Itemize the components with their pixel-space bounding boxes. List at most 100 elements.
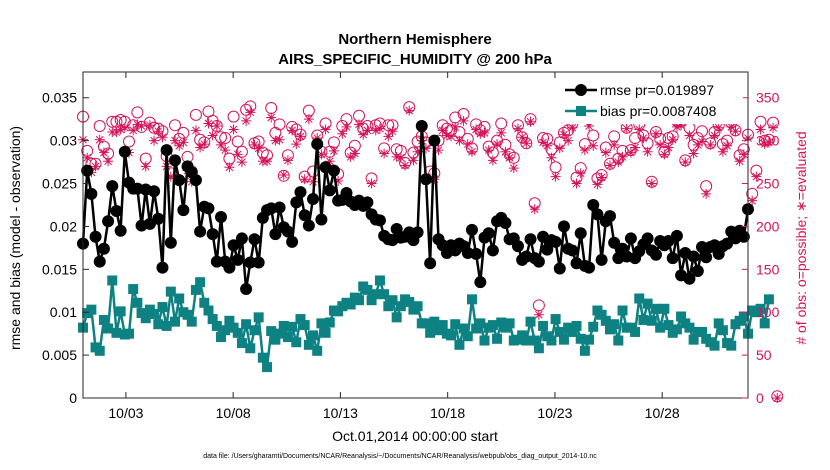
obs-evaluated-point xyxy=(575,168,586,179)
obs-evaluated-point xyxy=(98,147,109,158)
obs-evaluated-point xyxy=(701,188,712,199)
y2-tick-label: 50 xyxy=(756,347,772,363)
obs-evaluated-point xyxy=(282,155,293,166)
rmse-point xyxy=(102,215,115,228)
bias-point xyxy=(224,315,235,326)
rmse-point xyxy=(695,241,708,254)
obs-evaluated-point xyxy=(471,124,482,135)
obs-evaluated-point xyxy=(203,118,214,129)
obs-evaluated-point xyxy=(600,147,611,158)
bias-point xyxy=(199,297,210,308)
obs-evaluated-point xyxy=(295,131,306,142)
obs-evaluated-point xyxy=(165,171,176,182)
bias-point xyxy=(588,321,599,332)
obs-evaluated-point xyxy=(320,124,331,135)
obs-evaluated-point xyxy=(291,139,302,150)
bias-point xyxy=(190,284,201,295)
rmse-point xyxy=(290,196,303,209)
obs-evaluated-point xyxy=(554,143,565,154)
rmse-point xyxy=(587,198,600,211)
obs-possible-point xyxy=(219,132,232,145)
obs-evaluated-point xyxy=(584,121,595,132)
obs-evaluated-point xyxy=(705,139,716,150)
obs-evaluated-point xyxy=(525,116,536,127)
obs-evaluated-point xyxy=(437,125,448,136)
obs-evaluated-point xyxy=(312,133,323,144)
bias-point xyxy=(333,306,344,317)
bias-point xyxy=(111,327,122,338)
bias-point xyxy=(278,320,289,331)
bias-point xyxy=(157,302,168,313)
bias-point xyxy=(630,326,641,337)
bias-point xyxy=(287,321,298,332)
rmse-point xyxy=(110,204,123,217)
rmse-point xyxy=(114,224,127,237)
bias-point xyxy=(182,309,193,320)
obs-evaluated-point xyxy=(487,155,498,166)
rmse-point xyxy=(177,204,190,217)
bias-point xyxy=(186,316,197,327)
obs-evaluated-point xyxy=(579,145,590,156)
bias-point xyxy=(617,305,628,316)
rmse-point xyxy=(156,261,169,274)
bias-point xyxy=(655,322,666,333)
bias-point xyxy=(596,309,607,320)
bias-point xyxy=(253,312,264,323)
obs-evaluated-point xyxy=(253,143,264,154)
rmse-point xyxy=(273,201,286,214)
obs-possible-point xyxy=(227,110,240,123)
obs-evaluated-point xyxy=(492,139,503,150)
bias-point xyxy=(642,298,653,309)
obs-evaluated-point xyxy=(454,135,465,146)
x-axis-label: Oct.01,2014 00:00:00 start xyxy=(332,428,498,444)
rmse-point xyxy=(206,228,219,241)
obs-evaluated-point xyxy=(144,120,155,131)
bias-point xyxy=(646,315,657,326)
rmse-point xyxy=(244,256,257,269)
rmse-point xyxy=(235,232,248,245)
obs-evaluated-point xyxy=(462,139,473,150)
bias-point xyxy=(546,335,557,346)
bias-point xyxy=(320,327,331,338)
bias-point xyxy=(579,345,590,356)
rmse-point xyxy=(294,186,307,199)
bias-point xyxy=(571,320,582,331)
obs-evaluated-point xyxy=(287,125,298,136)
rmse-point xyxy=(106,180,119,193)
obs-evaluated-point xyxy=(667,134,678,145)
rmse-point xyxy=(624,232,637,245)
rmse-point xyxy=(169,154,182,167)
rmse-point xyxy=(323,184,336,197)
bias-point xyxy=(525,316,536,327)
rmse-point xyxy=(428,134,441,147)
bias-point xyxy=(688,334,699,345)
obs-evaluated-point xyxy=(588,140,599,151)
obs-evaluated-point xyxy=(207,130,218,141)
obs-evaluated-point xyxy=(220,145,231,156)
bias-point xyxy=(316,318,327,329)
bias-point xyxy=(475,318,486,329)
y-tick-label: 0.025 xyxy=(42,176,77,192)
obs-evaluated-point xyxy=(630,142,641,153)
bias-point xyxy=(659,303,670,314)
chart-subtitle: AIRS_SPECIFIC_HUMIDITY @ 200 hPa xyxy=(278,51,552,68)
obs-evaluated-point xyxy=(458,115,469,126)
rmse-point xyxy=(557,220,570,233)
obs-possible-point xyxy=(273,118,286,131)
obs-evaluated-point xyxy=(90,161,101,172)
bias-point xyxy=(299,320,310,331)
obs-evaluated-point xyxy=(195,142,206,153)
bias-point xyxy=(529,335,540,346)
bias-point xyxy=(604,324,615,335)
obs-evaluated-point xyxy=(542,140,553,151)
obs-evaluated-point xyxy=(650,128,661,139)
rmse-point xyxy=(595,253,608,266)
obs-evaluated-point xyxy=(324,156,335,167)
bias-point xyxy=(613,335,624,346)
obs-possible-point xyxy=(189,108,202,121)
obs-evaluated-point xyxy=(646,178,657,189)
rmse-point xyxy=(373,214,386,227)
bias-point xyxy=(738,311,749,322)
bias-point xyxy=(98,314,109,325)
obs-evaluated-point xyxy=(303,114,314,125)
